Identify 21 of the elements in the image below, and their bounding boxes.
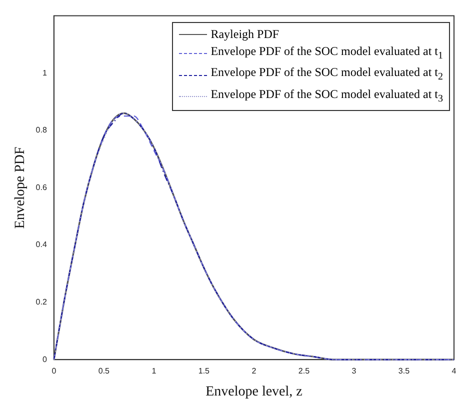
legend-label: Rayleigh PDF [210, 26, 280, 43]
y-tick-label: 0.4 [36, 240, 48, 250]
x-tick-label: 4 [452, 366, 457, 376]
x-tick-label: 0.5 [98, 366, 110, 376]
y-tick-label: 0.6 [36, 182, 48, 192]
y-axis-title: Envelope PDF [13, 146, 28, 229]
x-tick-label: 1 [152, 366, 157, 376]
legend-label: Envelope PDF of the SOC model evaluated at t$_{1}$ [210, 43, 443, 64]
x-tick-label: 3 [352, 366, 357, 376]
x-tick-label: 0 [52, 366, 57, 376]
legend-label: Envelope PDF of the SOC model evaluated at t$_{2}$ [210, 64, 443, 85]
legend-label: Envelope PDF of the SOC model evaluated at t$_{3}$ [210, 86, 443, 106]
y-tick-label: 0 [42, 354, 48, 364]
y-tick-label: 0.8 [36, 126, 48, 135]
x-tick-label: 1.5 [198, 366, 210, 376]
y-tick-label: 1 [42, 68, 48, 78]
y-tick-label: 0.2 [36, 298, 48, 307]
x-tick-label: 3.5 [398, 366, 410, 376]
x-axis-title: Envelope level, z [206, 384, 302, 400]
x-tick-label: 2 [252, 366, 257, 376]
x-tick-label: 2.5 [298, 366, 310, 376]
